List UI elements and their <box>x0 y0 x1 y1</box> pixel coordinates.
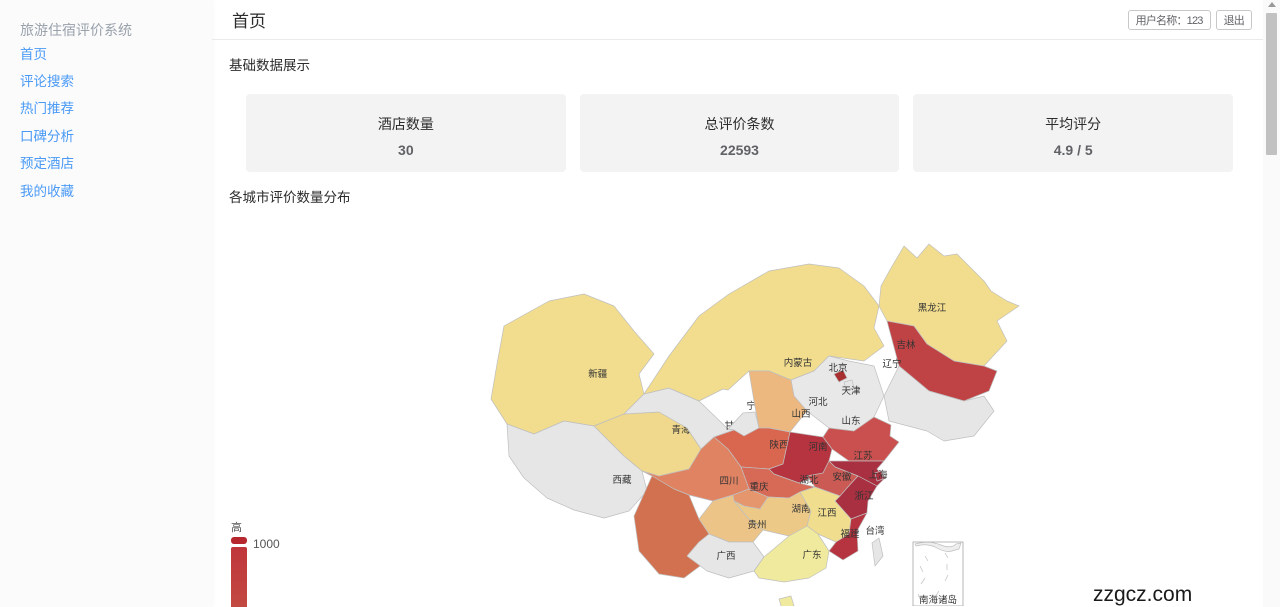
svg-text:江西: 江西 <box>817 508 836 519</box>
svg-text:陕西: 陕西 <box>769 439 788 451</box>
svg-text:山东: 山东 <box>841 415 860 427</box>
svg-text:四川: 四川 <box>719 476 738 487</box>
svg-text:广西: 广西 <box>716 550 735 562</box>
svg-text:河南: 河南 <box>808 441 827 453</box>
svg-text:河北: 河北 <box>808 396 828 408</box>
svg-text:吉林: 吉林 <box>896 339 916 351</box>
svg-text:上海: 上海 <box>868 469 888 481</box>
svg-text:西藏: 西藏 <box>612 474 632 486</box>
svg-text:新疆: 新疆 <box>588 368 608 380</box>
svg-text:黑龙江: 黑龙江 <box>918 302 947 314</box>
svg-text:安徽: 安徽 <box>832 471 852 483</box>
svg-text:浙江: 浙江 <box>854 490 874 502</box>
svg-text:湖北: 湖北 <box>799 475 819 486</box>
svg-text:南海诸岛: 南海诸岛 <box>919 594 957 606</box>
svg-text:福建: 福建 <box>840 528 860 540</box>
svg-text:贵州: 贵州 <box>747 519 766 531</box>
svg-text:北京: 北京 <box>828 362 847 374</box>
svg-text:重庆: 重庆 <box>749 481 769 493</box>
svg-text:辽宁: 辽宁 <box>882 358 901 370</box>
svg-text:江苏: 江苏 <box>853 450 873 462</box>
svg-text:山西: 山西 <box>791 409 810 420</box>
svg-text:内蒙古: 内蒙古 <box>784 357 813 369</box>
svg-text:天津: 天津 <box>841 386 861 397</box>
svg-text:台湾: 台湾 <box>865 525 885 537</box>
svg-text:广东: 广东 <box>802 549 821 561</box>
